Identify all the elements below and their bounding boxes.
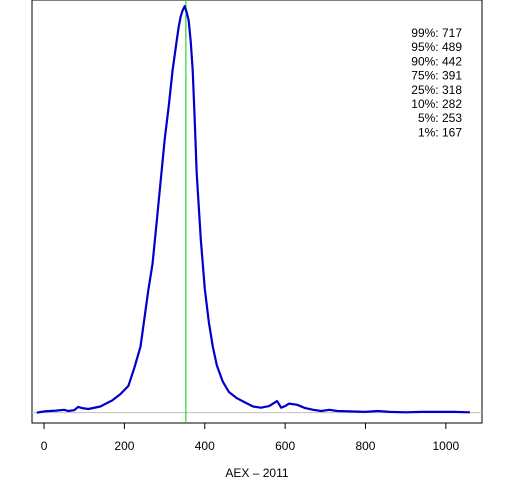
x-tick-label: 600 [275, 439, 295, 453]
quantile-label: 25%: 318 [411, 83, 462, 97]
x-tick-label: 0 [41, 439, 48, 453]
x-tick-label: 1000 [432, 439, 459, 453]
density-curve [36, 5, 470, 414]
quantile-label: 75%: 391 [411, 69, 462, 83]
x-axis: 0 200 400 600 800 1000 [41, 423, 460, 453]
x-tick-label: 800 [355, 439, 375, 453]
quantile-label: 99%: 717 [411, 26, 462, 40]
x-tick-label: 200 [114, 439, 134, 453]
plot-frame [31, 0, 483, 424]
quantile-label: 90%: 442 [411, 54, 462, 68]
quantile-label: 10%: 282 [411, 97, 462, 111]
quantile-label: 1%: 167 [418, 125, 462, 139]
quantile-label: 95%: 489 [411, 40, 462, 54]
x-tick-label: 400 [195, 439, 215, 453]
quantile-label: 5%: 253 [418, 111, 462, 125]
x-axis-label: AEX – 2011 [225, 466, 288, 480]
